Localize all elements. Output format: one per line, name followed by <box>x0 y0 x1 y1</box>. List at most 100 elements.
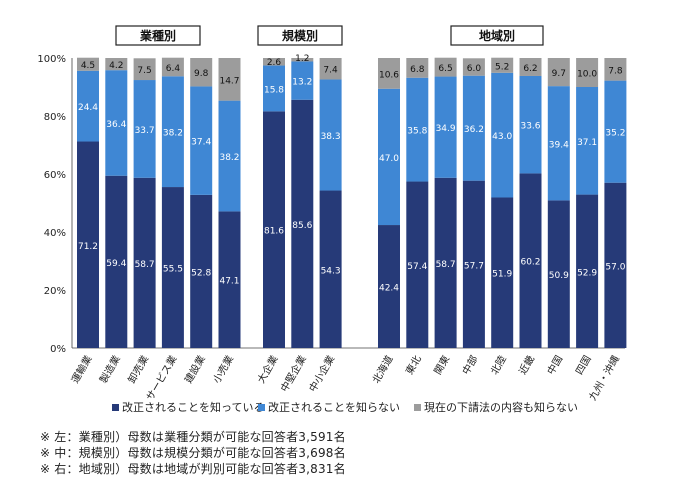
y-tick-label: 0% <box>50 344 66 355</box>
category-label: 大企業 <box>254 353 280 385</box>
bar-segment-not_know_revision <box>319 79 342 191</box>
data-label: 38.2 <box>219 153 239 163</box>
data-label: 38.3 <box>321 132 341 142</box>
data-label: 6.0 <box>467 64 482 74</box>
bar-segment-know <box>462 180 485 348</box>
data-label: 10.6 <box>379 70 399 80</box>
bar-segment-not_know_law <box>547 58 570 87</box>
category-label: 建設業 <box>182 353 208 385</box>
bar-segment-not_know_revision <box>547 86 570 201</box>
category-label: 製造業 <box>97 353 123 385</box>
data-label: 9.7 <box>552 69 566 79</box>
data-label: 60.2 <box>520 258 540 268</box>
data-label: 38.2 <box>163 129 183 139</box>
data-label: 24.4 <box>78 103 98 113</box>
bar-segment-not_know_law <box>491 57 514 73</box>
legend-swatch <box>414 404 421 411</box>
data-label: 34.9 <box>436 124 456 134</box>
data-label: 7.8 <box>608 66 623 76</box>
bar-segment-not_know_law <box>434 57 457 77</box>
data-label: 85.6 <box>292 221 312 231</box>
bar-segment-know <box>434 177 457 348</box>
bar-segment-not_know_revision <box>519 75 542 174</box>
bar-segment-not_know_revision <box>77 70 99 142</box>
data-label: 47.0 <box>379 154 399 164</box>
data-label: 6.2 <box>523 64 537 74</box>
bar-segment-know <box>547 200 570 348</box>
data-label: 2.6 <box>267 58 282 68</box>
bar-segment-not_know_law <box>378 58 400 89</box>
bar-segment-not_know_law <box>291 58 314 62</box>
legend-label: 改正されることを知っている <box>122 400 264 414</box>
data-label: 81.6 <box>264 227 284 237</box>
group-title-box <box>450 25 544 46</box>
data-label: 58.7 <box>436 260 456 270</box>
data-label: 14.7 <box>219 76 239 86</box>
bar-segment-know <box>604 182 627 348</box>
bar-segment-know <box>161 187 184 348</box>
data-label: 6.5 <box>438 64 452 74</box>
category-label: 中部 <box>459 353 480 377</box>
data-label: 57.7 <box>464 261 484 271</box>
bar-segment-not_know_law <box>263 58 285 66</box>
bar-segment-know <box>105 175 128 348</box>
data-label: 33.6 <box>520 122 540 132</box>
bar-segment-not_know_revision <box>576 87 599 195</box>
data-label: 13.2 <box>292 78 312 88</box>
data-label: 6.4 <box>166 64 181 74</box>
category-label: 中国 <box>544 353 565 377</box>
group-title: 地域別 <box>479 28 515 43</box>
category-label: 近畿 <box>516 353 537 377</box>
y-tick-label: 100% <box>37 54 66 65</box>
data-label: 4.5 <box>81 61 95 71</box>
data-label: 7.5 <box>137 66 151 76</box>
bar-segment-know <box>77 141 99 348</box>
bar-segment-not_know_revision <box>105 70 128 176</box>
category-label: 卸売業 <box>125 353 151 385</box>
category-label: 東北 <box>403 353 424 377</box>
bar-segment-not_know_revision <box>218 100 241 212</box>
bar-segment-know <box>406 181 429 348</box>
bar-segment-know <box>491 197 514 348</box>
group-title: 業種別 <box>139 28 176 43</box>
bar-segment-know <box>133 177 156 348</box>
data-label: 7.4 <box>323 66 338 76</box>
data-label: 52.8 <box>191 268 211 278</box>
bar-segment-not_know_revision <box>263 65 285 112</box>
data-label: 33.7 <box>135 126 155 136</box>
category-label: 四国 <box>573 354 593 377</box>
data-label: 55.5 <box>163 265 183 275</box>
data-label: 50.9 <box>549 271 569 281</box>
bar-segment-not_know_law <box>161 57 184 77</box>
legend-label: 現在の下請法の内容も知らない <box>424 400 578 414</box>
data-label: 4.2 <box>109 61 123 71</box>
bar-segment-not_know_revision <box>378 88 400 226</box>
data-label: 58.7 <box>135 260 155 270</box>
y-tick-label: 80% <box>44 112 66 123</box>
data-label: 43.0 <box>492 132 512 142</box>
category-label: 中小企業 <box>306 353 337 394</box>
data-label: 71.2 <box>78 242 98 252</box>
bar-segment-not_know_law <box>105 58 128 71</box>
legend-label: 改正されることを知らない <box>268 400 400 414</box>
footnote-region: ※ 右：地域別）母数は地域が判別可能な回答者3,831名 <box>40 462 346 476</box>
data-label: 37.4 <box>191 138 211 148</box>
bar-segment-not_know_revision <box>133 80 156 178</box>
data-label: 10.0 <box>577 70 597 80</box>
bar-segment-not_know_law <box>519 58 542 76</box>
bar-segment-know <box>519 173 542 348</box>
data-label: 47.1 <box>219 277 239 287</box>
bar-segment-not_know_revision <box>604 80 627 183</box>
bar-segment-not_know_law <box>406 58 429 78</box>
data-label: 36.2 <box>464 125 484 135</box>
bar-segment-not_know_law <box>190 58 213 87</box>
bar-segment-not_know_law <box>462 58 485 76</box>
category-label: 北海道 <box>369 353 395 385</box>
data-label: 51.9 <box>492 270 512 280</box>
bar-segment-know <box>319 190 342 348</box>
category-label: 北陸 <box>488 353 509 377</box>
footnote-size: ※ 中：規模別）母数は規模分類が可能な回答者3,698名 <box>40 446 346 460</box>
data-label: 35.2 <box>605 129 625 139</box>
y-tick-label: 60% <box>44 170 66 181</box>
